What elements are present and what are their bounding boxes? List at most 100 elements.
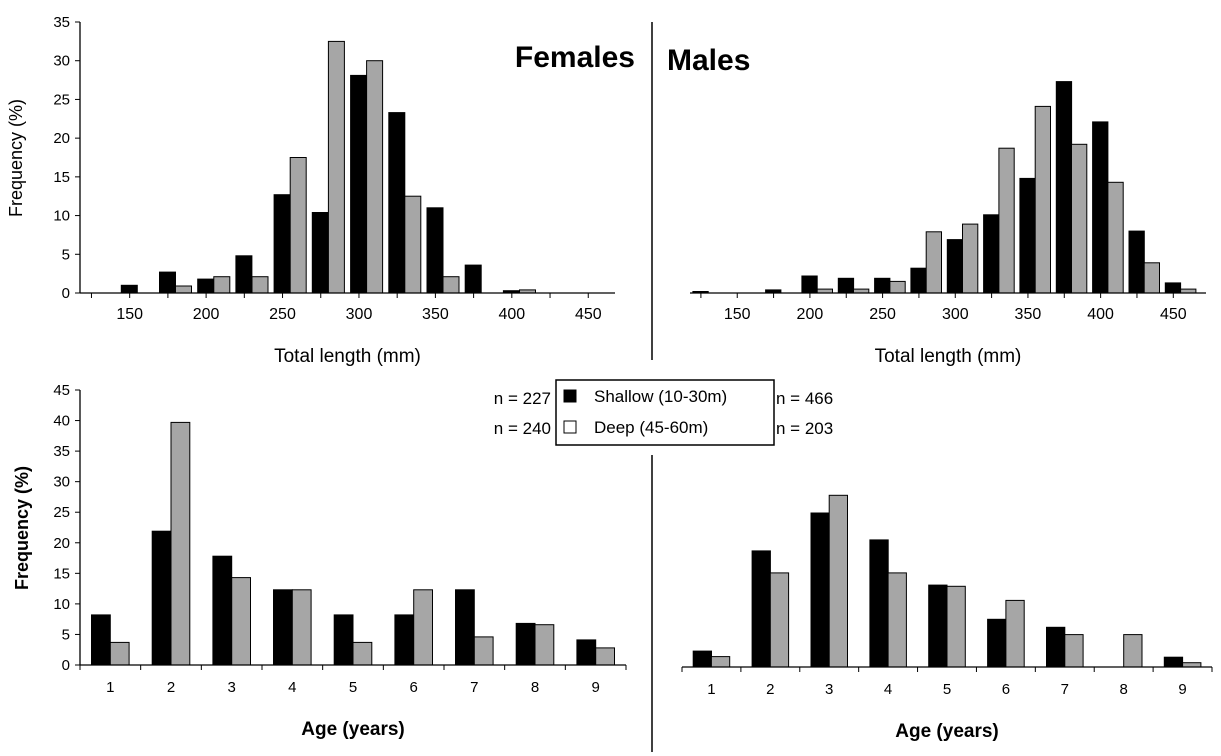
bar-shallow	[983, 214, 1000, 294]
bar-shallow	[273, 589, 293, 666]
x-tick-label: 6	[410, 679, 418, 696]
x-tick-label: 300	[942, 306, 969, 323]
bar-deep	[289, 157, 307, 294]
x-axis-title: Total length (mm)	[274, 346, 421, 367]
y-tick-label: 0	[62, 657, 70, 674]
bar-deep	[1123, 634, 1143, 668]
y-tick-label: 40	[53, 413, 70, 430]
y-tick-label: 30	[53, 474, 70, 491]
x-tick-label: 9	[592, 679, 600, 696]
y-tick-label: 30	[53, 53, 70, 70]
n-females-shallow: n = 227	[494, 389, 551, 408]
bar-shallow	[273, 194, 291, 294]
bar-shallow	[801, 275, 818, 294]
x-axis-title: Total length (mm)	[875, 346, 1022, 367]
bar-shallow	[1092, 121, 1109, 294]
x-tick-label: 350	[1015, 306, 1042, 323]
x-tick-label: 450	[1160, 306, 1187, 323]
bar-shallow	[874, 277, 891, 294]
x-tick-label: 450	[575, 306, 602, 323]
x-tick-label: 6	[1002, 681, 1010, 698]
y-tick-label: 25	[53, 91, 70, 108]
bar-deep	[175, 285, 192, 294]
bar-deep	[828, 494, 849, 668]
x-tick-label: 4	[288, 679, 296, 696]
x-tick-label: 3	[825, 681, 833, 698]
y-tick-label: 25	[53, 504, 70, 521]
bar-deep	[887, 572, 907, 668]
y-axis-title: Frequency (%)	[12, 466, 32, 590]
bar-shallow	[350, 74, 368, 294]
n-males-shallow: n = 466	[776, 389, 833, 408]
x-tick-label: 150	[116, 306, 143, 323]
y-axis-title: Frequency (%)	[6, 99, 26, 217]
chart-males-age: 1 2 3 4 5 6 7 8 9 Age (years)	[681, 494, 1213, 742]
x-tick-label: 1	[106, 679, 114, 696]
x-tick-label: 3	[228, 679, 236, 696]
y-tick-label: 0	[62, 285, 70, 302]
bar-shallow	[692, 650, 713, 668]
y-tick-label: 5	[62, 246, 70, 263]
bar-deep	[404, 195, 422, 294]
bar-shallow	[311, 212, 329, 294]
bar-deep	[1107, 181, 1124, 294]
bar-shallow	[455, 589, 475, 666]
x-tick-label: 2	[167, 679, 175, 696]
chart-females-length: 150 200 250 300 350 400 450 Total length (mm) 0 5…	[6, 14, 615, 367]
y-tick-label: 20	[53, 535, 70, 552]
x-axis-title: Age (years)	[301, 719, 405, 740]
bar-shallow	[212, 555, 233, 666]
bar-shallow	[1128, 230, 1145, 294]
bar-shallow	[946, 239, 964, 294]
bar-deep	[769, 572, 790, 668]
bar-shallow	[333, 614, 354, 666]
legend-swatch-shallow	[563, 389, 577, 403]
bar-deep	[352, 641, 373, 666]
bar-shallow	[1046, 626, 1066, 668]
y-tick-label: 10	[53, 596, 70, 613]
bar-shallow	[120, 284, 138, 294]
bar-shallow	[159, 271, 176, 294]
x-tick-label: 200	[797, 306, 824, 323]
title-males: Males	[667, 44, 750, 77]
x-axis-title: Age (years)	[895, 721, 999, 742]
bar-shallow	[928, 584, 948, 668]
x-tick-label: 8	[531, 679, 539, 696]
x-tick-label: 350	[422, 306, 449, 323]
bar-shallow	[1164, 282, 1182, 294]
bar-deep	[1064, 634, 1084, 668]
y-tick-label: 45	[53, 382, 70, 399]
x-tick-label: 5	[349, 679, 357, 696]
bar-deep	[366, 60, 384, 294]
bar-deep	[1034, 105, 1051, 294]
y-tick-label: 35	[53, 443, 70, 460]
bar-shallow	[987, 618, 1007, 668]
bar-shallow	[426, 207, 444, 294]
x-tick-label: 7	[1061, 681, 1069, 698]
x-tick-label: 250	[269, 306, 296, 323]
x-tick-label: 4	[884, 681, 892, 698]
bar-deep	[925, 231, 943, 294]
bar-deep	[946, 585, 966, 668]
legend-label-deep: Deep (45-60m)	[594, 418, 708, 437]
bar-shallow	[197, 278, 215, 294]
bar-deep	[962, 223, 979, 294]
x-tick-label: 400	[498, 306, 525, 323]
bar-shallow	[394, 614, 415, 666]
x-tick-label: 7	[470, 679, 478, 696]
bar-deep	[534, 624, 555, 666]
bar-shallow	[810, 512, 830, 668]
bar-shallow	[1055, 81, 1073, 294]
bar-shallow	[910, 267, 927, 294]
x-tick-label: 300	[346, 306, 373, 323]
bar-deep	[109, 641, 130, 666]
bar-shallow	[235, 255, 253, 294]
y-tick-label: 5	[62, 626, 70, 643]
x-tick-label: 2	[766, 681, 774, 698]
bar-deep	[170, 421, 191, 666]
legend-swatch-deep	[563, 420, 577, 434]
bar-shallow	[869, 539, 889, 668]
x-tick-label: 200	[193, 306, 220, 323]
